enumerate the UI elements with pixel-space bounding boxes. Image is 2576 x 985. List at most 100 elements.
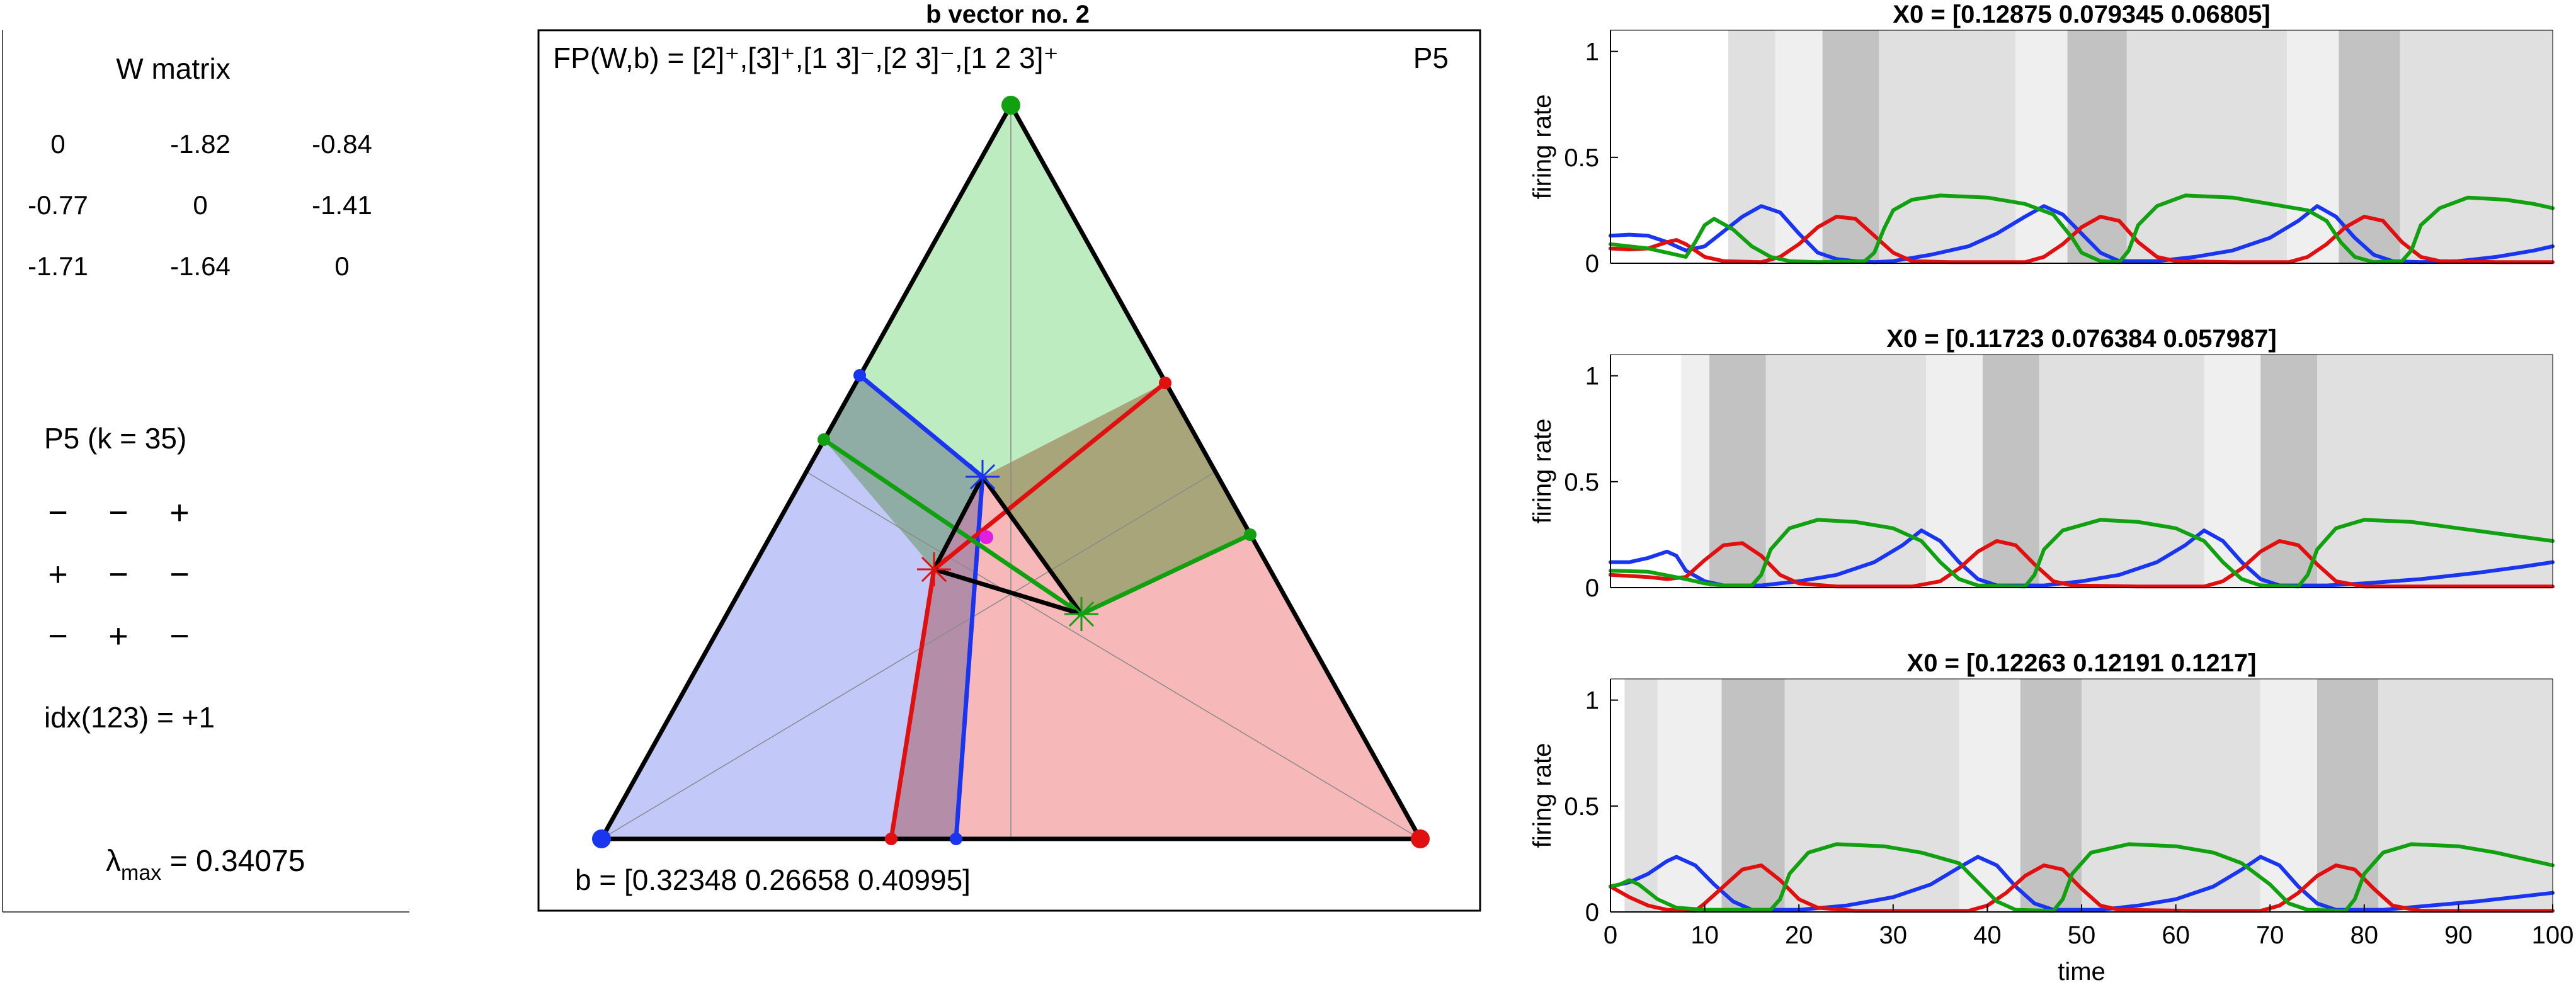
b-vector-title: b vector no. 2 (926, 1, 1090, 28)
star-ray (969, 464, 996, 490)
y-axis-label: firing rate (1529, 419, 1556, 524)
y-tick-label: 0.5 (1564, 793, 1599, 821)
green-series-line (1609, 193, 2555, 265)
x-tick-label: 30 (1879, 921, 1908, 949)
sign-pattern: − − + + − − − + − (48, 494, 190, 655)
lambda-max-text: λmax = 0.34075 (106, 845, 305, 885)
x-tick-label: 50 (2068, 921, 2096, 949)
x-tick-label: 100 (2532, 921, 2574, 949)
sign-cell: − (108, 494, 128, 532)
x-tick-label: 40 (1973, 921, 2002, 949)
shaded-interval (2015, 30, 2068, 263)
y-tick-label: 1 (1585, 687, 1599, 715)
shaded-interval (1822, 30, 1879, 263)
blue-series-line (1609, 528, 2555, 588)
edge-fixed-point-dot (818, 433, 830, 446)
plot-title: X0 = [0.12263 0.12191 0.1217] (1907, 649, 2257, 677)
idx-text: idx(123) = +1 (44, 701, 215, 734)
red-series-line (1609, 215, 2555, 265)
star-marker (917, 552, 951, 586)
shaded-interval (1982, 355, 2039, 588)
blue-series-line (1609, 204, 2555, 265)
edge-fixed-point-dot (950, 833, 962, 845)
y-tick-label: 0 (1585, 574, 1599, 602)
firing-rate-plot: 0 0.5 1 X0 = [0.11723 0.076384 0.057987] fir… (1529, 325, 2555, 602)
edge-fixed-point-dot (1244, 528, 1257, 541)
shaded-interval (2317, 355, 2553, 588)
vertex-dot-red (1411, 829, 1430, 848)
w-matrix-title: W matrix (116, 52, 230, 85)
shaded-interval (2067, 30, 2127, 263)
w-cell: -1.41 (312, 190, 372, 220)
w-cell: -0.84 (312, 129, 372, 159)
y-tick-label: 0 (1585, 250, 1599, 278)
olive-overlap-region (983, 383, 1250, 614)
sign-cell: − (169, 555, 190, 593)
blue-region (601, 440, 983, 839)
sign-cell: + (48, 555, 68, 593)
purple-overlap-region (891, 477, 983, 839)
y-axis-label: firing rate (1529, 94, 1556, 200)
shaded-interval (2317, 679, 2379, 912)
lambda-subscript: max (121, 861, 161, 885)
y-tick-label: 0.5 (1564, 469, 1599, 496)
star-ray (1068, 601, 1095, 627)
x-tick-label: 80 (2351, 921, 2379, 949)
shaded-interval (2378, 679, 2553, 912)
edge-fixed-point-dot (1159, 377, 1171, 389)
limit-cycle-triangle (932, 474, 1084, 617)
green-series-line (1609, 842, 2555, 913)
sign-cell: + (108, 617, 128, 655)
firing-rate-plot: 0 0.5 1 X0 = [0.12875 0.079345 0.06805] firi… (1529, 1, 2555, 278)
shaded-interval (2400, 30, 2553, 263)
pattern-label: P5 (1413, 42, 1449, 74)
plot-title: X0 = [0.12875 0.079345 0.06805] (1893, 1, 2270, 28)
firing-rate-plots: 0 0.5 1 X0 = [0.12875 0.079345 0.06805] firi… (1529, 1, 2573, 985)
w-cell: -1.82 (170, 129, 231, 159)
vertex-dot-blue (592, 829, 611, 848)
pattern-title: P5 (k = 35) (44, 422, 186, 455)
w-cell: -1.71 (28, 251, 88, 281)
b-vector-text: b = [0.32348 0.26658 0.40995] (575, 863, 971, 896)
interior-fixed-point-dot (979, 530, 993, 544)
plot-title: X0 = [0.11723 0.076384 0.057987] (1886, 325, 2276, 353)
red-series-line (1609, 863, 2555, 913)
w-cell: 0 (193, 190, 207, 220)
median-line (806, 471, 1421, 840)
fp-text: FP(W,b) = [2]⁺,[3]⁺,[1 3]⁻,[2 3]⁻,[1 2 3… (553, 42, 1059, 74)
w-cell: 0 (334, 251, 349, 281)
shaded-interval (1784, 679, 1959, 912)
edge-fixed-point-dot (853, 369, 866, 382)
shaded-interval (1765, 355, 1927, 588)
sign-cell: + (169, 494, 190, 532)
shaded-interval (1775, 30, 1823, 263)
shaded-interval (1721, 679, 1785, 912)
shaded-interval (2039, 355, 2204, 588)
y-tick-label: 0 (1585, 899, 1599, 926)
lambda-value: = 0.34075 (161, 845, 305, 878)
y-tick-label: 1 (1585, 363, 1599, 390)
shaded-interval (2082, 679, 2261, 912)
y-tick-label: 1 (1585, 38, 1599, 66)
blue-series-line (1609, 855, 2555, 912)
x-tick-label: 70 (2256, 921, 2284, 949)
shaded-interval (1681, 355, 1710, 588)
sign-cell: − (48, 617, 68, 655)
w-cell: -0.77 (28, 190, 88, 220)
median-line (601, 471, 1216, 840)
shaded-interval (1728, 30, 1775, 263)
shaded-interval (1879, 30, 2016, 263)
green-series-line (1609, 518, 2555, 589)
sign-cell: − (108, 555, 128, 593)
edge-fixed-point-dot (885, 833, 898, 845)
shaded-interval (2260, 355, 2317, 588)
x-tick-label: 60 (2162, 921, 2190, 949)
w-cell: -1.64 (170, 251, 231, 281)
y-tick-label: 0.5 (1564, 144, 1599, 172)
shaded-interval (1959, 679, 2020, 912)
x-tick-label: 0 (1604, 921, 1617, 949)
x-tick-label: 10 (1690, 921, 1719, 949)
green-region (860, 105, 1165, 477)
lambda-symbol: λ (106, 845, 121, 878)
star-marker (1064, 597, 1098, 631)
